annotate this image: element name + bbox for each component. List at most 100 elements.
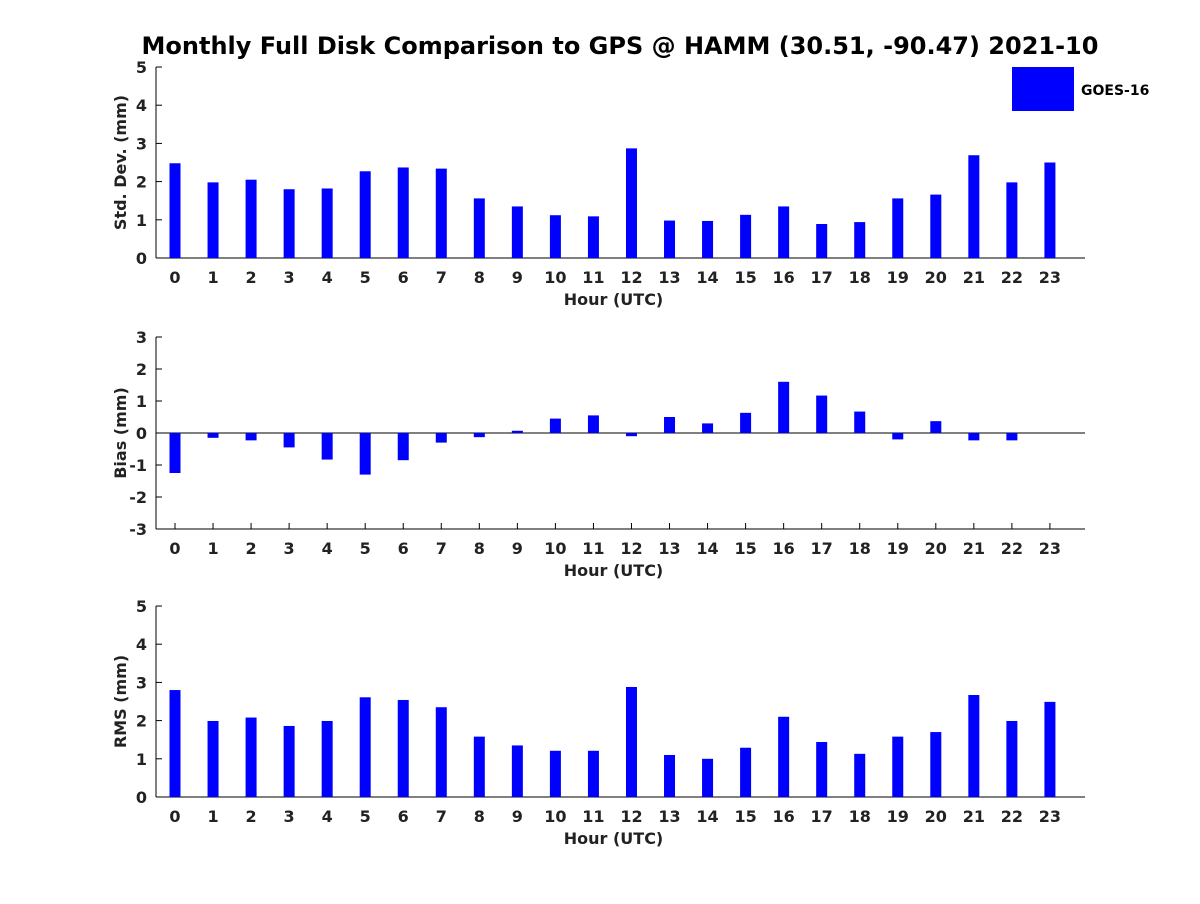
x-tick-label: 12 <box>620 807 642 826</box>
bar-std-dev-22 <box>1006 182 1018 258</box>
bar-std-dev-17 <box>816 224 828 258</box>
legend-label-goes16: GOES-16 <box>1081 83 1149 99</box>
x-tick-label: 21 <box>963 268 985 287</box>
x-tick-label: 22 <box>1001 539 1023 558</box>
x-tick-label: 11 <box>582 807 604 826</box>
bar-bias-8 <box>473 433 485 438</box>
bar-bias-21 <box>968 433 980 441</box>
y-tick-label: 3 <box>136 134 147 153</box>
x-tick-label: 18 <box>849 539 871 558</box>
bar-rms-12 <box>625 686 637 797</box>
x-tick-label: 7 <box>436 539 447 558</box>
bar-std-dev-15 <box>740 214 752 258</box>
x-tick-label: 23 <box>1039 807 1061 826</box>
x-tick-label: 23 <box>1039 539 1061 558</box>
x-tick-label: 4 <box>322 539 333 558</box>
legend: GOES-16 <box>1012 67 1149 111</box>
x-tick-label: 11 <box>582 268 604 287</box>
bar-rms-13 <box>664 754 676 797</box>
x-tick-label: 20 <box>925 268 947 287</box>
x-tick-label: 17 <box>811 807 833 826</box>
x-tick-label: 10 <box>544 268 566 287</box>
bar-bias-13 <box>664 417 676 433</box>
bar-rms-4 <box>321 720 333 797</box>
bar-bias-14 <box>702 423 714 433</box>
x-tick-label: 4 <box>322 807 333 826</box>
bar-rms-23 <box>1044 701 1056 797</box>
bar-std-dev-19 <box>892 198 904 258</box>
y-tick-label: -2 <box>129 488 147 507</box>
bar-rms-11 <box>587 750 599 797</box>
bar-rms-2 <box>245 717 257 797</box>
bar-std-dev-1 <box>207 182 219 258</box>
bar-bias-22 <box>1006 433 1018 441</box>
x-tick-label: 2 <box>246 807 257 826</box>
bar-rms-14 <box>702 758 714 797</box>
bar-bias-10 <box>549 418 561 433</box>
x-tick-label: 19 <box>887 268 909 287</box>
x-tick-label: 17 <box>811 539 833 558</box>
bar-std-dev-16 <box>778 206 790 258</box>
y-tick-label: 4 <box>136 635 147 654</box>
bar-rms-18 <box>854 753 866 797</box>
x-tick-label: 9 <box>512 807 523 826</box>
x-axis-label: Hour (UTC) <box>564 290 664 309</box>
bar-rms-22 <box>1006 720 1018 797</box>
x-tick-label: 7 <box>436 268 447 287</box>
bar-std-dev-9 <box>511 206 523 258</box>
y-tick-label: 1 <box>136 750 147 769</box>
x-tick-label: 5 <box>360 268 371 287</box>
x-tick-label: 12 <box>620 268 642 287</box>
y-tick-label: 4 <box>136 96 147 115</box>
x-tick-label: 10 <box>544 807 566 826</box>
x-tick-label: 1 <box>207 268 218 287</box>
y-tick-label: 5 <box>136 597 147 616</box>
x-tick-label: 0 <box>169 539 180 558</box>
bar-std-dev-18 <box>854 222 866 258</box>
bar-rms-9 <box>511 745 523 797</box>
x-tick-label: 16 <box>773 807 795 826</box>
x-tick-label: 1 <box>207 539 218 558</box>
bar-bias-9 <box>511 430 523 433</box>
x-tick-label: 14 <box>696 268 718 287</box>
x-tick-label: 21 <box>963 807 985 826</box>
bar-rms-7 <box>435 707 447 797</box>
bar-std-dev-4 <box>321 188 333 258</box>
bar-std-dev-6 <box>397 167 409 258</box>
bar-bias-2 <box>245 433 257 441</box>
x-tick-label: 6 <box>398 268 409 287</box>
x-tick-label: 5 <box>360 807 371 826</box>
bar-rms-0 <box>169 690 181 797</box>
y-tick-label: -3 <box>129 520 147 539</box>
bar-rms-16 <box>778 716 790 797</box>
x-tick-label: 18 <box>849 807 871 826</box>
bar-rms-15 <box>740 747 752 797</box>
y-tick-label: 2 <box>136 173 147 192</box>
y-axis-label: RMS (mm) <box>111 655 130 748</box>
bar-rms-6 <box>397 699 409 797</box>
x-tick-label: 9 <box>512 539 523 558</box>
x-tick-label: 15 <box>734 807 756 826</box>
x-tick-label: 10 <box>544 539 566 558</box>
x-tick-label: 20 <box>925 807 947 826</box>
x-tick-label: 14 <box>696 807 718 826</box>
x-tick-label: 0 <box>169 807 180 826</box>
x-tick-label: 22 <box>1001 807 1023 826</box>
y-tick-label: 0 <box>136 788 147 807</box>
y-axis-label: Bias (mm) <box>111 387 130 479</box>
y-tick-label: 0 <box>136 249 147 268</box>
x-tick-label: 8 <box>474 807 485 826</box>
bar-bias-6 <box>397 433 409 461</box>
bar-std-dev-13 <box>664 220 676 258</box>
x-tick-label: 21 <box>963 539 985 558</box>
bar-bias-20 <box>930 421 942 433</box>
bar-bias-17 <box>816 395 828 433</box>
x-tick-label: 6 <box>398 539 409 558</box>
bar-bias-1 <box>207 433 219 438</box>
x-tick-label: 6 <box>398 807 409 826</box>
